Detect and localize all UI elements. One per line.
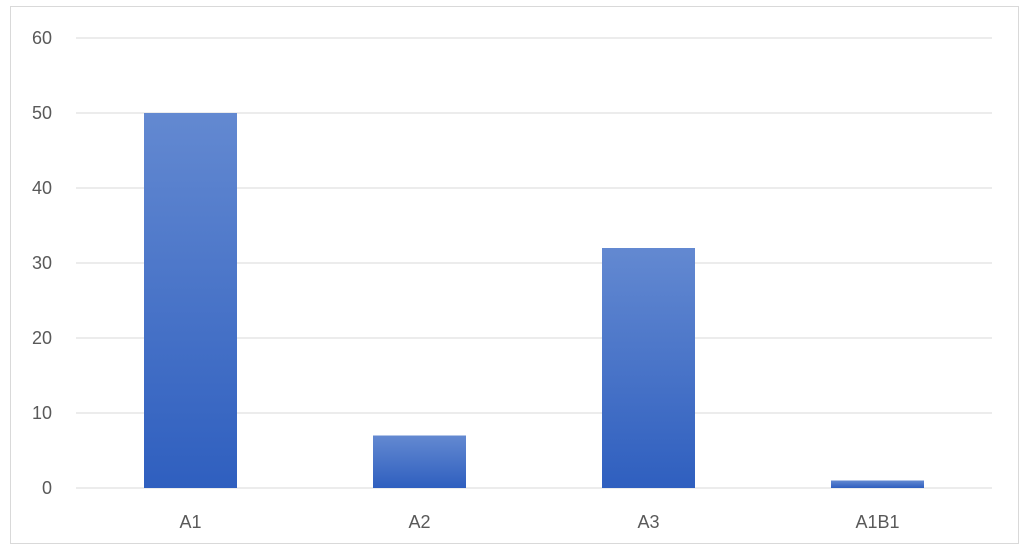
y-tick-label: 50 (32, 103, 52, 123)
y-tick-label: 40 (32, 178, 52, 198)
y-tick-label: 20 (32, 328, 52, 348)
bar-a2 (373, 435, 466, 488)
y-tick-label: 60 (32, 28, 52, 48)
x-tick-label: A3 (637, 512, 659, 532)
y-tick-label: 0 (42, 478, 52, 498)
y-tick-label: 30 (32, 253, 52, 273)
x-tick-label: A1B1 (855, 512, 899, 532)
bars (144, 113, 924, 488)
x-tick-label: A2 (408, 512, 430, 532)
x-tick-label: A1 (179, 512, 201, 532)
y-axis-tick-labels: 0 10 20 30 40 50 60 (32, 28, 52, 498)
bar-a1b1 (831, 480, 924, 488)
y-tick-label: 10 (32, 403, 52, 423)
bar-a1 (144, 113, 237, 488)
x-axis-tick-labels: A1 A2 A3 A1B1 (179, 512, 899, 532)
bar-a3 (602, 248, 695, 488)
